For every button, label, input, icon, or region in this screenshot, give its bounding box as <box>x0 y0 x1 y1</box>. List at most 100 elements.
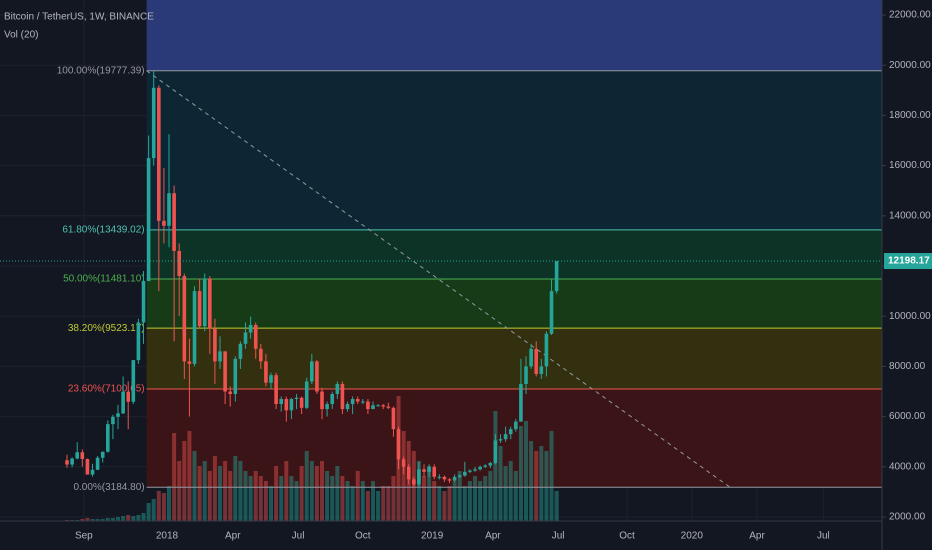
candle-body <box>294 397 299 400</box>
volume-bar <box>218 466 223 521</box>
volume-bar <box>427 466 432 521</box>
volume-bar <box>314 466 319 521</box>
volume-bar <box>294 481 299 521</box>
x-tick-label: Sep <box>75 531 93 542</box>
candle-body <box>192 291 197 364</box>
candle-body <box>213 328 217 362</box>
candle-body <box>457 475 462 477</box>
candle-body <box>218 351 222 362</box>
candle-body <box>442 476 447 480</box>
candle-body <box>340 383 345 410</box>
y-tick-label: 8000.00 <box>889 361 926 372</box>
last-price-label: 12198.17 <box>888 256 930 267</box>
volume-bar <box>513 471 518 521</box>
y-tick-label: 10000.00 <box>889 311 931 322</box>
volume-bar <box>518 426 523 521</box>
candle-body <box>80 452 85 460</box>
candle-body <box>146 158 151 282</box>
candle-body <box>157 87 161 221</box>
y-axis-band <box>882 0 932 550</box>
candle-body <box>544 333 549 367</box>
fib-label: 100.00%(19777.39) <box>57 65 145 76</box>
candle-body <box>100 451 105 458</box>
candle-body <box>391 407 396 430</box>
candle-body <box>478 466 482 470</box>
volume-bar <box>478 481 483 521</box>
candle-body <box>503 434 508 440</box>
volume-bar <box>299 466 304 521</box>
fib-label: 61.80%(13439.02) <box>62 225 144 236</box>
candle-body <box>427 466 431 472</box>
volume-bar <box>437 486 442 521</box>
volume-bar <box>192 451 197 521</box>
volume-bar <box>442 491 447 521</box>
volume-bar <box>386 486 391 521</box>
x-tick-label: Jul <box>552 531 565 542</box>
candle-body <box>320 391 324 410</box>
candle-body <box>264 361 268 383</box>
candle-body <box>417 469 421 485</box>
volume-bar <box>498 446 503 521</box>
candle-body <box>335 383 340 395</box>
volume-bar <box>90 519 95 521</box>
volume-bar <box>248 476 253 521</box>
candle-body <box>304 381 309 408</box>
candle-body <box>529 348 533 367</box>
volume-bar <box>161 493 166 521</box>
candle-body <box>111 416 115 425</box>
candle-body <box>248 324 253 333</box>
x-tick-label: Apr <box>225 531 241 542</box>
volume-bar <box>309 461 314 521</box>
volume-bar <box>432 481 437 521</box>
candle-body <box>70 458 74 465</box>
candle-body <box>549 291 554 334</box>
candle-body <box>279 399 284 405</box>
candle-body <box>187 361 192 364</box>
volume-bar <box>253 471 258 521</box>
candle-body <box>253 324 258 349</box>
volume-bar <box>355 471 360 521</box>
candle-body <box>468 470 472 472</box>
volume-bar <box>172 433 177 521</box>
y-tick-label: 14000.00 <box>889 210 931 221</box>
fib-zone <box>146 279 883 329</box>
volume-bar <box>508 461 513 521</box>
candle-body <box>514 421 518 430</box>
volume-bar <box>467 481 472 521</box>
volume-bar <box>350 486 355 521</box>
volume-bar <box>381 486 386 521</box>
volume-label: Vol (20) <box>4 30 38 41</box>
candle-body <box>136 322 141 361</box>
candle-body <box>493 440 498 464</box>
fib-label: 23.60%(7100.65) <box>68 384 145 395</box>
fib-zone <box>146 229 883 280</box>
candle-body <box>432 466 437 477</box>
candle-body <box>172 193 176 251</box>
x-tick-label: 2020 <box>681 531 704 542</box>
volume-bar <box>187 431 192 521</box>
candle-body <box>141 281 146 323</box>
x-tick-label: Oct <box>355 531 371 542</box>
candle-body <box>401 459 406 467</box>
volume-bar <box>503 466 508 521</box>
fib-label: 38.20%(9523.17) <box>68 323 145 334</box>
volume-bar <box>335 466 340 521</box>
y-tick-label: 4000.00 <box>889 461 926 472</box>
volume-bar <box>110 518 115 521</box>
candle-body <box>202 278 207 327</box>
candle-body <box>177 250 182 277</box>
volume-bar <box>233 456 238 521</box>
y-tick-label: 20000.00 <box>889 60 931 71</box>
volume-bar <box>365 491 370 521</box>
volume-bar <box>539 446 544 521</box>
candle-body <box>325 404 329 410</box>
volume-bar <box>151 499 156 521</box>
candle-body <box>508 429 513 435</box>
candle-body <box>106 424 110 452</box>
volume-bar <box>95 519 100 521</box>
candle-body <box>233 358 238 395</box>
candle-body <box>121 391 125 414</box>
volume-bar <box>167 486 172 521</box>
volume-bar <box>371 481 376 521</box>
candle-body <box>488 463 493 466</box>
